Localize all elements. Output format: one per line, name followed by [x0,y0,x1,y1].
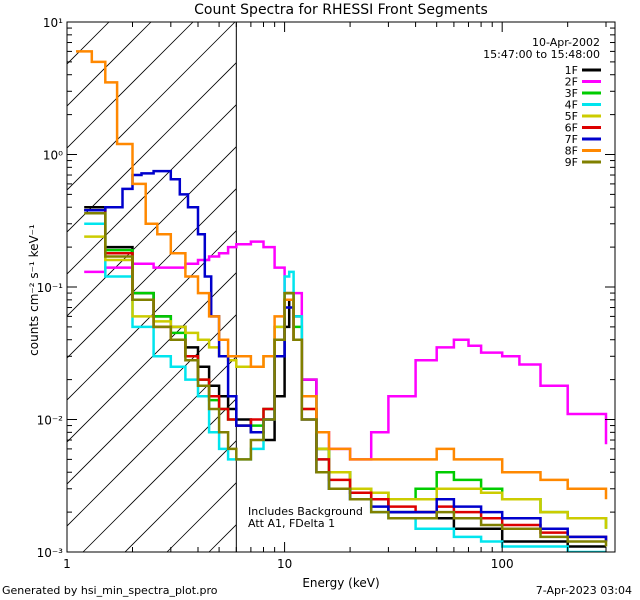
series-8F-line [76,50,608,500]
hatch-line [82,398,237,552]
legend-label-2F: 2F [565,76,578,89]
annotation-background: Includes Background [248,505,363,518]
hatch-line [67,22,236,191]
legend-label-9F: 9F [565,156,578,169]
x-tick-label: 100 [491,557,514,571]
series-4F-line [84,222,606,552]
hatch-line [67,146,237,317]
series-layer [76,50,608,552]
timestamp-text: 7-Apr-2023 03:04 [535,584,632,597]
y-tick-label: 10¹ [43,16,63,30]
legend-label-8F: 8F [565,145,578,158]
x-tick-label: 1 [63,557,71,571]
x-axis-label: Energy (keV) [302,576,379,590]
legend-label-1F: 1F [565,64,578,77]
hatch-line [67,62,237,233]
hatch-line [67,22,194,149]
generated-by-text: Generated by hsi_min_spectra_plot.pro [2,584,218,597]
hatch-line [67,314,237,485]
y-tick-label: 10⁻² [37,414,64,428]
legend-label-7F: 7F [565,133,578,146]
legend-label-4F: 4F [565,99,578,112]
hatch-line [67,104,237,275]
y-tick-label: 10⁰ [43,149,63,163]
y-tick-label: 10⁻³ [37,546,64,560]
hatch-line [67,230,237,401]
series-9F-line [84,212,608,547]
legend-label-3F: 3F [565,87,578,100]
hatch-line [67,272,237,443]
legend-label-6F: 6F [565,122,578,135]
legend-label-5F: 5F [565,110,578,123]
y-axis-label: counts cm⁻² s⁻¹ keV⁻¹ [27,224,41,356]
series-2F-line [84,240,608,461]
hatch-line [67,188,237,359]
axis-ticks: 1 10 100 10¹ 10⁰ 10⁻¹ 10⁻² 10⁻³ [37,16,615,571]
chart-title: Count Spectra for RHESSI Front Segments [194,2,488,18]
annotation-attenuator: Att A1, FDelta 1 [248,517,335,530]
x-tick-label: 10 [277,557,292,571]
y-tick-label: 10⁻¹ [37,281,64,295]
hatch-line [67,356,237,527]
shaded-region-hatch [67,22,237,552]
hatch-line [124,440,237,552]
date-label: 10-Apr-2002 [532,36,600,49]
time-range-label: 15:47:00 to 15:48:00 [483,48,600,61]
